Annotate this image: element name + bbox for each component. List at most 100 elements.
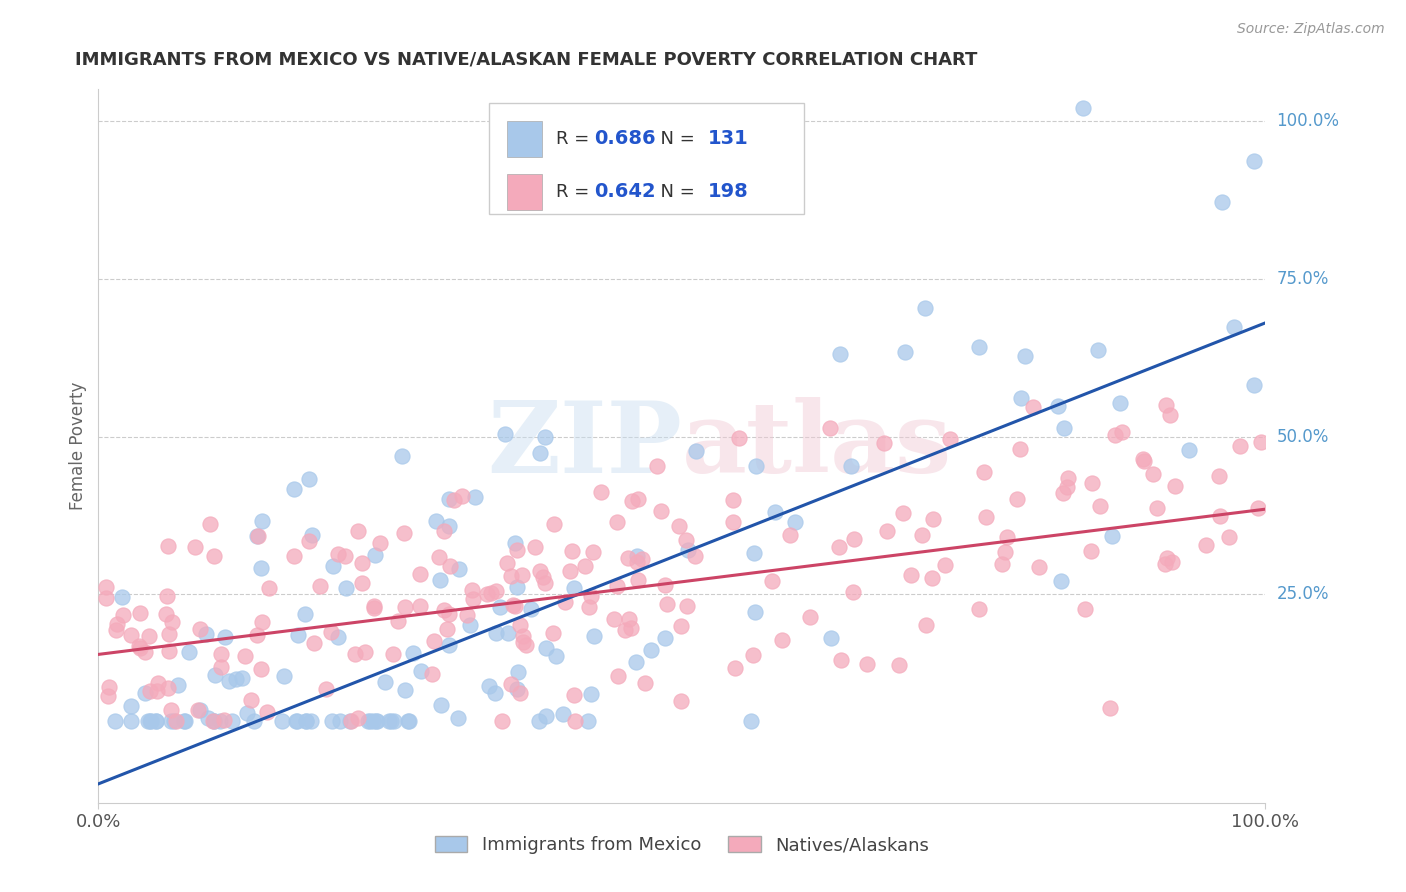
Point — [491, 714, 513, 728]
Y-axis label: Female Poverty: Female Poverty — [69, 382, 87, 510]
Point — [425, 514, 447, 528]
Point — [197, 711, 219, 725]
Point — [120, 698, 142, 713]
Point — [420, 667, 443, 681]
Point — [409, 664, 432, 678]
Point — [630, 552, 652, 566]
Point — [742, 648, 765, 662]
Point — [524, 540, 547, 554]
Point — [209, 714, 232, 728]
Point — [146, 683, 169, 698]
Point — [165, 714, 187, 728]
Text: atlas: atlas — [682, 398, 952, 494]
Point — [427, 549, 450, 564]
Point — [335, 581, 357, 595]
Point — [529, 445, 551, 459]
Point — [257, 582, 280, 596]
Point — [606, 579, 628, 593]
Text: R =: R = — [555, 183, 595, 201]
Point — [364, 549, 387, 563]
Point — [820, 631, 842, 645]
Point — [246, 529, 269, 543]
Point — [579, 589, 602, 603]
Point — [1154, 557, 1177, 571]
Point — [129, 606, 152, 620]
Point — [620, 621, 643, 635]
Text: Source: ZipAtlas.com: Source: ZipAtlas.com — [1237, 22, 1385, 37]
Point — [339, 714, 361, 728]
Point — [449, 562, 471, 576]
Point — [437, 638, 460, 652]
Point — [582, 628, 605, 642]
Point — [506, 665, 529, 679]
Point — [624, 656, 647, 670]
Point — [873, 436, 896, 450]
Bar — [508, 174, 541, 211]
Point — [214, 713, 236, 727]
Point — [799, 610, 821, 624]
Point — [129, 640, 152, 655]
Point — [727, 431, 749, 445]
Point — [321, 624, 343, 639]
Point — [437, 491, 460, 506]
Point — [1132, 452, 1154, 467]
Point — [967, 602, 990, 616]
Text: N =: N = — [650, 130, 700, 148]
Point — [437, 519, 460, 533]
Point — [447, 711, 470, 725]
Point — [921, 571, 943, 585]
Point — [231, 671, 253, 685]
Point — [202, 714, 225, 728]
Point — [194, 627, 217, 641]
Point — [617, 551, 640, 566]
Point — [160, 714, 183, 728]
Point — [1211, 194, 1233, 209]
Point — [602, 612, 624, 626]
Point — [236, 706, 259, 721]
Point — [510, 568, 533, 582]
Point — [543, 516, 565, 531]
Point — [607, 668, 630, 682]
Point — [218, 674, 240, 689]
Point — [1154, 398, 1177, 412]
Point — [494, 426, 516, 441]
Point — [1156, 550, 1178, 565]
Point — [157, 539, 180, 553]
Point — [366, 714, 388, 728]
Point — [1146, 500, 1168, 515]
Text: IMMIGRANTS FROM MEXICO VS NATIVE/ALASKAN FEMALE POVERTY CORRELATION CHART: IMMIGRANTS FROM MEXICO VS NATIVE/ALASKAN… — [75, 50, 977, 68]
Point — [915, 617, 938, 632]
Point — [921, 512, 943, 526]
Point — [678, 542, 700, 557]
Point — [900, 568, 922, 582]
Point — [626, 549, 648, 563]
Point — [436, 622, 458, 636]
Point — [294, 607, 316, 621]
Point — [283, 482, 305, 496]
Point — [328, 630, 350, 644]
Point — [1080, 544, 1102, 558]
Point — [120, 628, 142, 642]
Point — [352, 576, 374, 591]
Point — [456, 607, 478, 622]
Point — [464, 490, 486, 504]
Point — [509, 686, 531, 700]
Point — [270, 714, 292, 728]
Point — [669, 619, 692, 633]
Point — [893, 507, 915, 521]
Point — [380, 714, 402, 728]
Point — [574, 559, 596, 574]
Point — [967, 340, 990, 354]
Point — [675, 533, 697, 548]
Point — [394, 683, 416, 698]
Point — [506, 682, 529, 697]
Point — [173, 714, 195, 728]
Point — [1010, 391, 1032, 405]
Point — [347, 524, 370, 538]
Point — [477, 586, 499, 600]
Text: N =: N = — [650, 183, 700, 201]
Point — [911, 528, 934, 542]
Point — [409, 567, 432, 582]
Point — [820, 421, 842, 435]
Point — [284, 714, 307, 728]
